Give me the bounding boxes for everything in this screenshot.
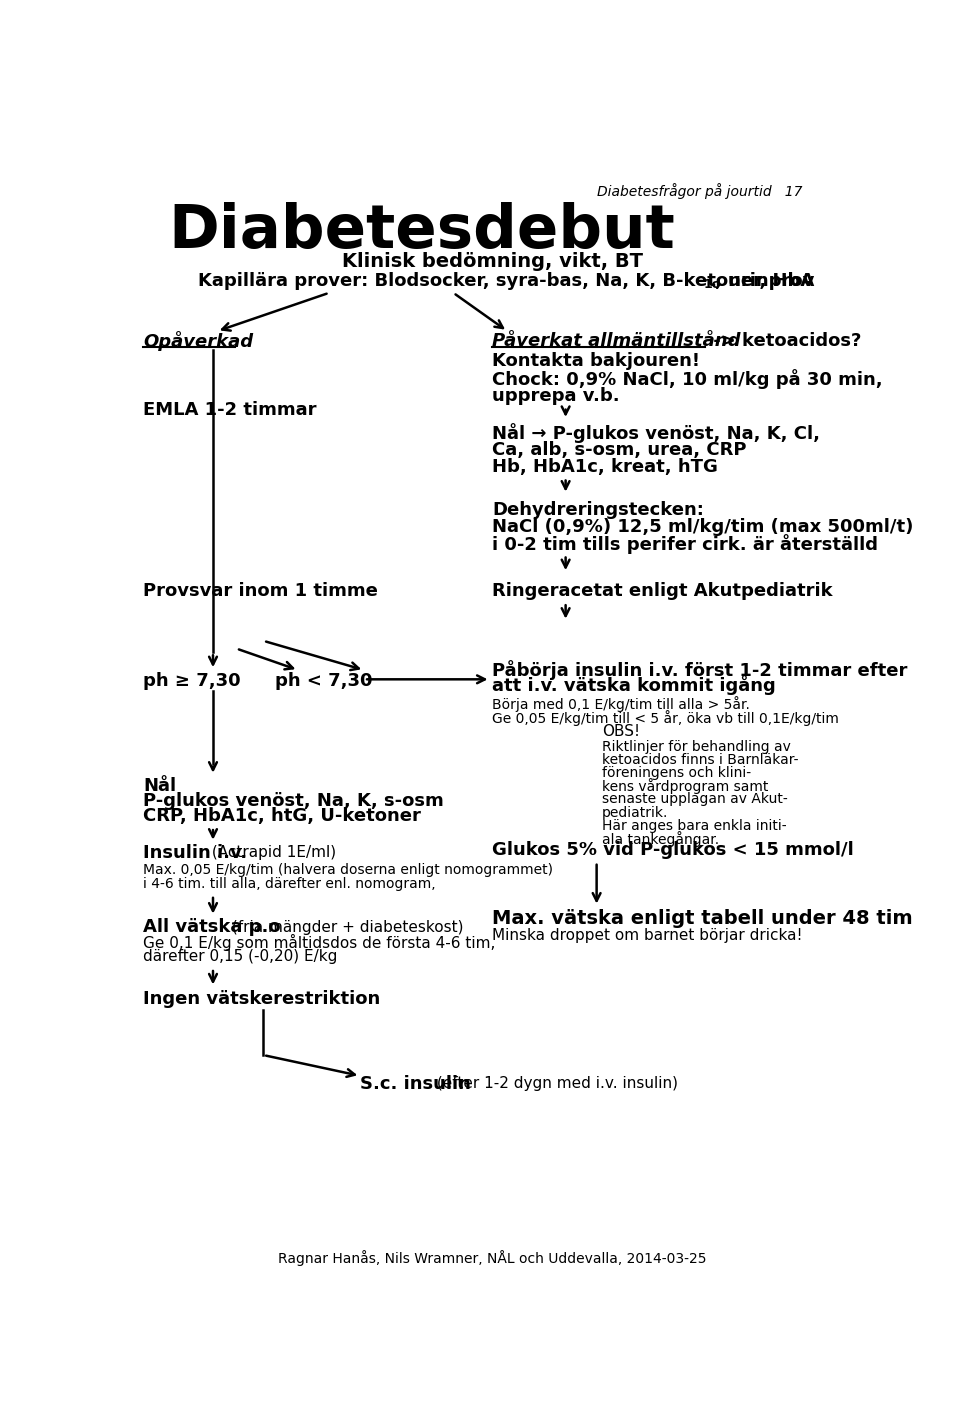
Text: (efter 1-2 dygn med i.v. insulin): (efter 1-2 dygn med i.v. insulin) [432,1077,679,1091]
Text: Kontakta bakjouren!: Kontakta bakjouren! [492,352,700,371]
Text: Glukos 5% vid P-glukos < 15 mmol/l: Glukos 5% vid P-glukos < 15 mmol/l [492,841,853,860]
Text: NaCl (0,9%) 12,5 ml/kg/tim (max 500ml/t): NaCl (0,9%) 12,5 ml/kg/tim (max 500ml/t) [492,518,913,536]
Text: CRP, HbA1c, htG, U-ketoner: CRP, HbA1c, htG, U-ketoner [143,807,421,826]
Text: kens vårdprogram samt: kens vårdprogram samt [602,779,768,794]
Text: Max. 0,05 E/kg/tim (halvera doserna enligt nomogrammet): Max. 0,05 E/kg/tim (halvera doserna enli… [143,863,553,877]
Text: ph ≥ 7,30: ph ≥ 7,30 [143,672,241,690]
Text: Chock: 0,9% NaCl, 10 ml/kg på 30 min,: Chock: 0,9% NaCl, 10 ml/kg på 30 min, [492,369,882,389]
Text: Börja med 0,1 E/kg/tim till alla > 5år.: Börja med 0,1 E/kg/tim till alla > 5år. [492,696,750,712]
Text: Hb, HbA1c, kreat, hTG: Hb, HbA1c, kreat, hTG [492,458,718,476]
Text: , urinprov: , urinprov [715,272,815,291]
Text: ph < 7,30: ph < 7,30 [275,672,372,690]
Text: Påverkat allmäntillstånd: Påverkat allmäntillstånd [492,331,740,349]
Text: Max. vätska enligt tabell under 48 tim: Max. vätska enligt tabell under 48 tim [492,908,913,927]
Text: Ge 0,05 E/kg/tim till < 5 år, öka vb till 0,1E/kg/tim: Ge 0,05 E/kg/tim till < 5 år, öka vb til… [492,710,839,726]
Text: Diabetesfrågor på jourtid   17: Diabetesfrågor på jourtid 17 [596,183,803,198]
Text: upprepa v.b.: upprepa v.b. [492,386,619,405]
Text: Här anges bara enkla initi-: Här anges bara enkla initi- [602,819,786,833]
Text: ala tankegångar.: ala tankegångar. [602,831,719,847]
Text: Provsvar inom 1 timme: Provsvar inom 1 timme [143,582,378,600]
Text: Ca, alb, s-osm, urea, CRP: Ca, alb, s-osm, urea, CRP [492,441,747,459]
Text: Ringeracetat enligt Akutpediatrik: Ringeracetat enligt Akutpediatrik [492,582,832,600]
Text: senaste upplagan av Akut-: senaste upplagan av Akut- [602,793,788,807]
Text: Nål → P-glukos venöst, Na, K, Cl,: Nål → P-glukos venöst, Na, K, Cl, [492,424,820,443]
Text: Klinisk bedömning, vikt, BT: Klinisk bedömning, vikt, BT [342,252,642,271]
Text: Insulin i.v.: Insulin i.v. [143,844,248,861]
Text: Riktlinjer för behandling av: Riktlinjer för behandling av [602,740,791,754]
Text: P-glukos venöst, Na, K, s-osm: P-glukos venöst, Na, K, s-osm [143,791,444,810]
Text: Minska droppet om barnet börjar dricka!: Minska droppet om barnet börjar dricka! [492,928,803,943]
Text: Nål: Nål [143,777,177,794]
Text: 1c: 1c [704,278,720,291]
Text: Ge 0,1 E/kg som måltidsdos de första 4-6 tim,: Ge 0,1 E/kg som måltidsdos de första 4-6… [143,934,495,951]
Text: Dehydreringstecken:: Dehydreringstecken: [492,501,704,519]
Text: Diabetesdebut: Diabetesdebut [169,201,676,261]
Text: Ragnar Hanås, Nils Wramner, NÅL och Uddevalla, 2014-03-25: Ragnar Hanås, Nils Wramner, NÅL och Udde… [277,1251,707,1266]
Text: Påbörja insulin i.v. först 1-2 timmar efter: Påbörja insulin i.v. först 1-2 timmar ef… [492,660,907,680]
Text: -> ketoacidos?: -> ketoacidos? [707,331,861,349]
Text: (Actrapid 1E/ml): (Actrapid 1E/ml) [206,846,336,860]
Text: EMLA 1-2 timmar: EMLA 1-2 timmar [143,401,317,419]
Text: (fria mängder + diabeteskost): (fria mängder + diabeteskost) [227,920,464,935]
Text: i 4-6 tim. till alla, därefter enl. nomogram,: i 4-6 tim. till alla, därefter enl. nomo… [143,877,436,891]
Text: All vätska p.o: All vätska p.o [143,918,281,937]
Text: Ingen vätskerestriktion: Ingen vätskerestriktion [143,990,380,1008]
Text: föreningens och klini-: föreningens och klini- [602,766,751,780]
Text: S.c. insulin: S.c. insulin [360,1075,471,1092]
Text: Opåverkad: Opåverkad [143,331,253,351]
Text: Kapillära prover: Blodsocker, syra-bas, Na, K, B-ketoner, HbA: Kapillära prover: Blodsocker, syra-bas, … [198,272,814,291]
Text: därefter 0,15 (-0,20) E/kg: därefter 0,15 (-0,20) E/kg [143,950,338,964]
Text: ketoacidos finns i Barnläkar-: ketoacidos finns i Barnläkar- [602,753,799,767]
Text: i 0-2 tim tills perifer cirk. är återställd: i 0-2 tim tills perifer cirk. är återstä… [492,533,878,553]
Text: pediatrik.: pediatrik. [602,806,668,820]
Text: OBS!: OBS! [602,724,640,739]
Text: att i.v. vätska kommit igång: att i.v. vätska kommit igång [492,676,776,696]
